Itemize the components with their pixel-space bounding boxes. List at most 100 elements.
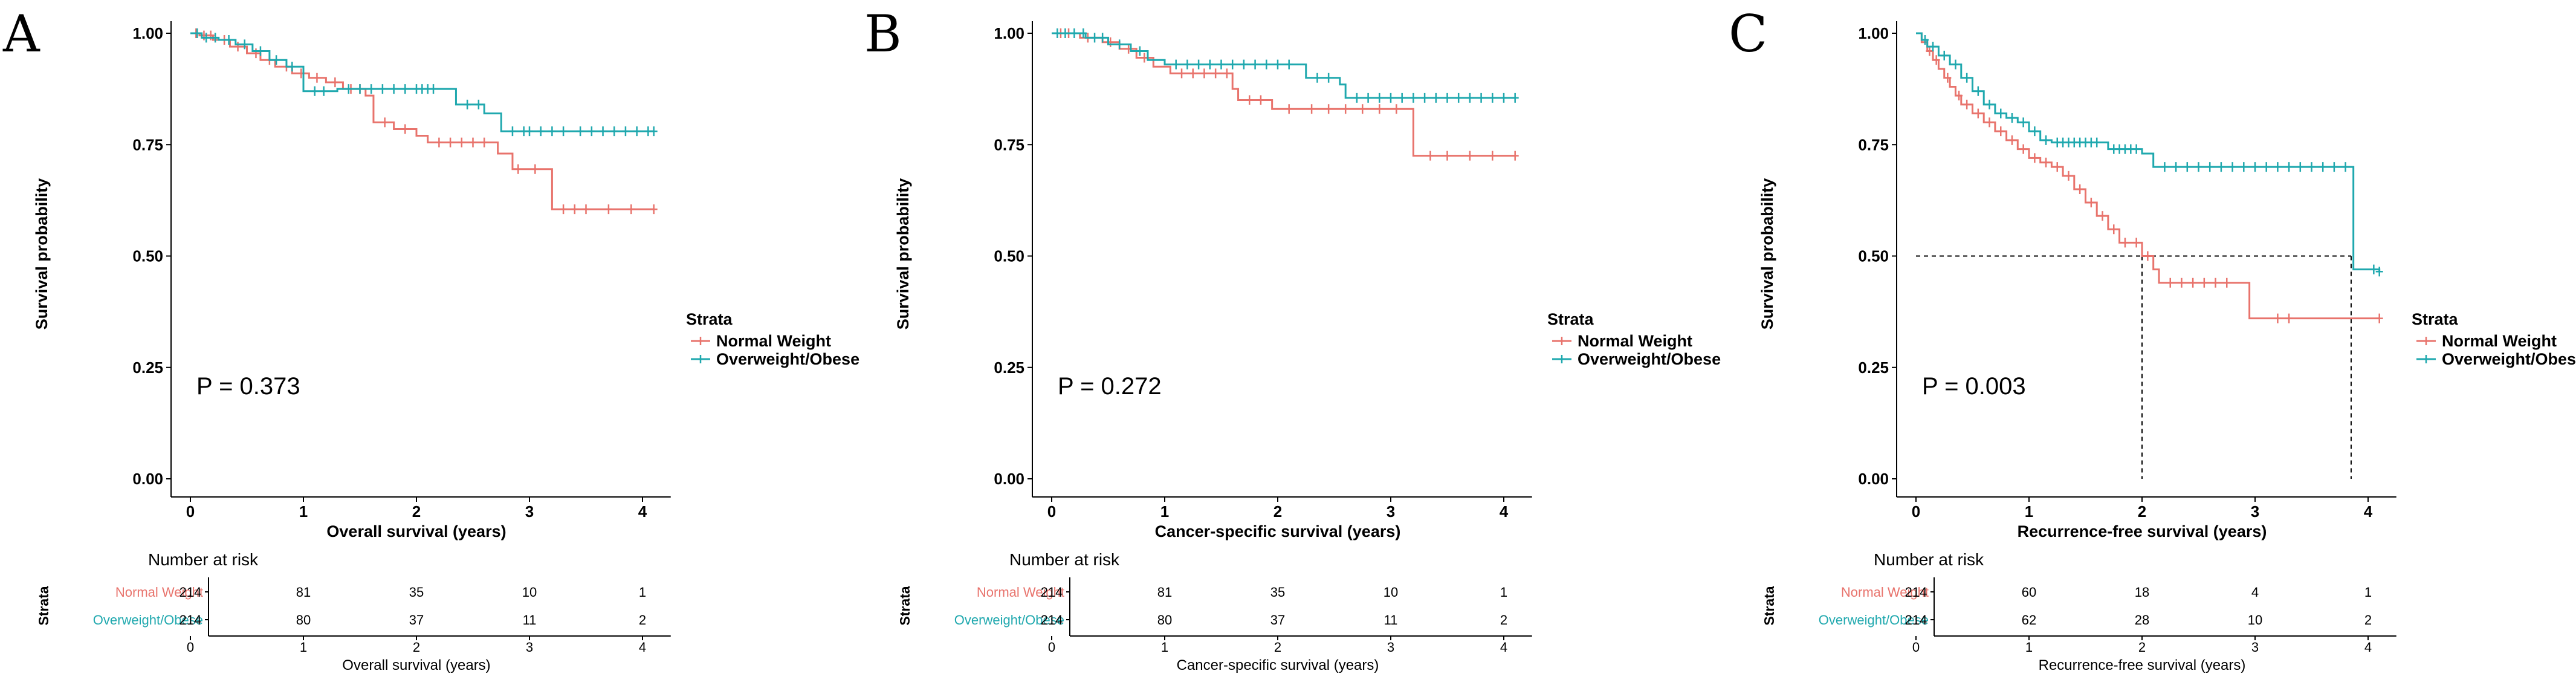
censor-mark bbox=[1963, 73, 1971, 83]
legend-censor-icon bbox=[697, 337, 704, 345]
censor-mark bbox=[2053, 162, 2061, 172]
censor-mark bbox=[1466, 92, 1474, 103]
censor-mark bbox=[1229, 59, 1237, 70]
censor-mark bbox=[2212, 277, 2219, 288]
censor-mark bbox=[1955, 91, 1963, 101]
censor-mark bbox=[2319, 162, 2327, 172]
risk-x-tick-label: 3 bbox=[2251, 640, 2259, 655]
censor-mark bbox=[599, 126, 607, 137]
censor-mark bbox=[225, 35, 233, 45]
risk-x-tick-label: 2 bbox=[2138, 640, 2146, 655]
risk-x-tick-label: 4 bbox=[1500, 640, 1507, 655]
censor-mark bbox=[458, 137, 465, 148]
y-tick-label: 1.00 bbox=[994, 24, 1024, 42]
censor-mark bbox=[1932, 55, 1940, 65]
censor-mark bbox=[1940, 50, 1948, 60]
legend-censor-icon bbox=[1558, 355, 1565, 363]
censor-mark bbox=[252, 48, 260, 59]
risk-count: 4 bbox=[2251, 585, 2259, 600]
censor-mark bbox=[1963, 99, 1971, 109]
censor-mark bbox=[2042, 135, 2050, 145]
censor-mark bbox=[1511, 92, 1519, 103]
risk-x-axis-title: Cancer-specific survival (years) bbox=[1177, 657, 1379, 673]
censor-mark bbox=[1511, 151, 1519, 161]
censor-mark bbox=[1183, 59, 1191, 70]
x-tick-label: 4 bbox=[638, 502, 647, 521]
censor-mark bbox=[401, 124, 409, 134]
censor-mark bbox=[1443, 92, 1451, 103]
censor-mark bbox=[345, 84, 352, 94]
x-tick-label: 0 bbox=[1047, 502, 1056, 521]
censor-mark bbox=[1240, 59, 1248, 70]
censor-mark bbox=[1342, 104, 1350, 114]
censor-mark bbox=[1466, 151, 1474, 161]
censor-mark bbox=[1070, 28, 1078, 38]
censor-mark bbox=[1426, 151, 1434, 161]
censor-mark bbox=[1200, 68, 1208, 79]
risk-x-tick-label: 3 bbox=[526, 640, 533, 655]
censor-mark bbox=[2296, 162, 2304, 172]
x-tick-label: 3 bbox=[2251, 502, 2259, 521]
risk-count: 2 bbox=[1500, 612, 1507, 628]
censor-mark bbox=[2166, 277, 2174, 288]
censor-mark bbox=[1489, 151, 1497, 161]
censor-mark bbox=[1387, 92, 1394, 103]
x-tick-label: 1 bbox=[1160, 502, 1169, 521]
x-tick-label: 3 bbox=[525, 502, 534, 521]
survival-curve-normal-weight bbox=[1052, 32, 1515, 157]
panel-letter: A bbox=[2, 4, 40, 63]
censor-mark bbox=[548, 126, 556, 137]
risk-row-label: Overweight/Obese bbox=[954, 612, 1064, 628]
x-axis-title: Cancer-specific survival (years) bbox=[1155, 522, 1401, 540]
legend-label: Overweight/Obese bbox=[716, 350, 859, 368]
y-tick-label: 0.00 bbox=[1858, 470, 1889, 488]
censor-mark bbox=[2189, 277, 2197, 288]
censor-mark bbox=[356, 84, 364, 94]
risk-x-tick-label: 0 bbox=[1048, 640, 1055, 655]
x-tick-label: 1 bbox=[299, 502, 308, 521]
censor-mark bbox=[311, 86, 319, 96]
risk-x-tick-label: 4 bbox=[639, 640, 646, 655]
censor-mark bbox=[1997, 126, 2005, 137]
censor-mark bbox=[2375, 313, 2383, 323]
censor-mark bbox=[1376, 104, 1383, 114]
risk-count: 35 bbox=[1270, 585, 1285, 600]
censor-mark bbox=[2099, 211, 2106, 221]
y-tick-label: 0.50 bbox=[994, 247, 1024, 265]
censor-mark bbox=[320, 86, 328, 96]
censor-mark bbox=[273, 55, 280, 65]
censor-mark bbox=[560, 126, 568, 137]
risk-count: 1 bbox=[639, 585, 646, 600]
censor-mark bbox=[1500, 92, 1507, 103]
censor-mark bbox=[1353, 92, 1361, 103]
censor-mark bbox=[1921, 35, 1929, 45]
censor-mark bbox=[2178, 277, 2186, 288]
censor-mark bbox=[1136, 46, 1144, 56]
y-tick-label: 0.00 bbox=[132, 470, 163, 488]
km-panel-c: C Survival probability 0.00 0.25 0.50 0.75 1.0… bbox=[1729, 4, 2576, 673]
censor-mark bbox=[2132, 144, 2140, 154]
risk-count: 214 bbox=[180, 612, 202, 628]
legend-censor-icon bbox=[2422, 337, 2430, 345]
censor-mark bbox=[2223, 277, 2231, 288]
risk-table-title: Number at risk bbox=[1874, 550, 1984, 569]
censor-mark bbox=[2200, 277, 2208, 288]
censor-mark bbox=[1974, 108, 1982, 118]
censor-mark bbox=[2093, 137, 2101, 148]
y-tick-label: 0.25 bbox=[1858, 359, 1889, 377]
legend-title: Strata bbox=[2412, 310, 2459, 328]
risk-count: 10 bbox=[522, 585, 537, 600]
censor-mark bbox=[1195, 59, 1203, 70]
legend-censor-icon bbox=[1558, 337, 1565, 345]
censor-mark bbox=[508, 126, 516, 137]
censor-mark bbox=[1325, 73, 1333, 83]
censor-mark bbox=[1141, 53, 1148, 63]
risk-row-label: Overweight/Obese bbox=[1819, 612, 1929, 628]
censor-mark bbox=[1944, 73, 1952, 83]
risk-count: 81 bbox=[1157, 585, 1172, 600]
censor-mark bbox=[2087, 198, 2095, 208]
censor-mark bbox=[2285, 162, 2293, 172]
censor-mark bbox=[481, 137, 488, 148]
censor-mark bbox=[234, 42, 242, 52]
